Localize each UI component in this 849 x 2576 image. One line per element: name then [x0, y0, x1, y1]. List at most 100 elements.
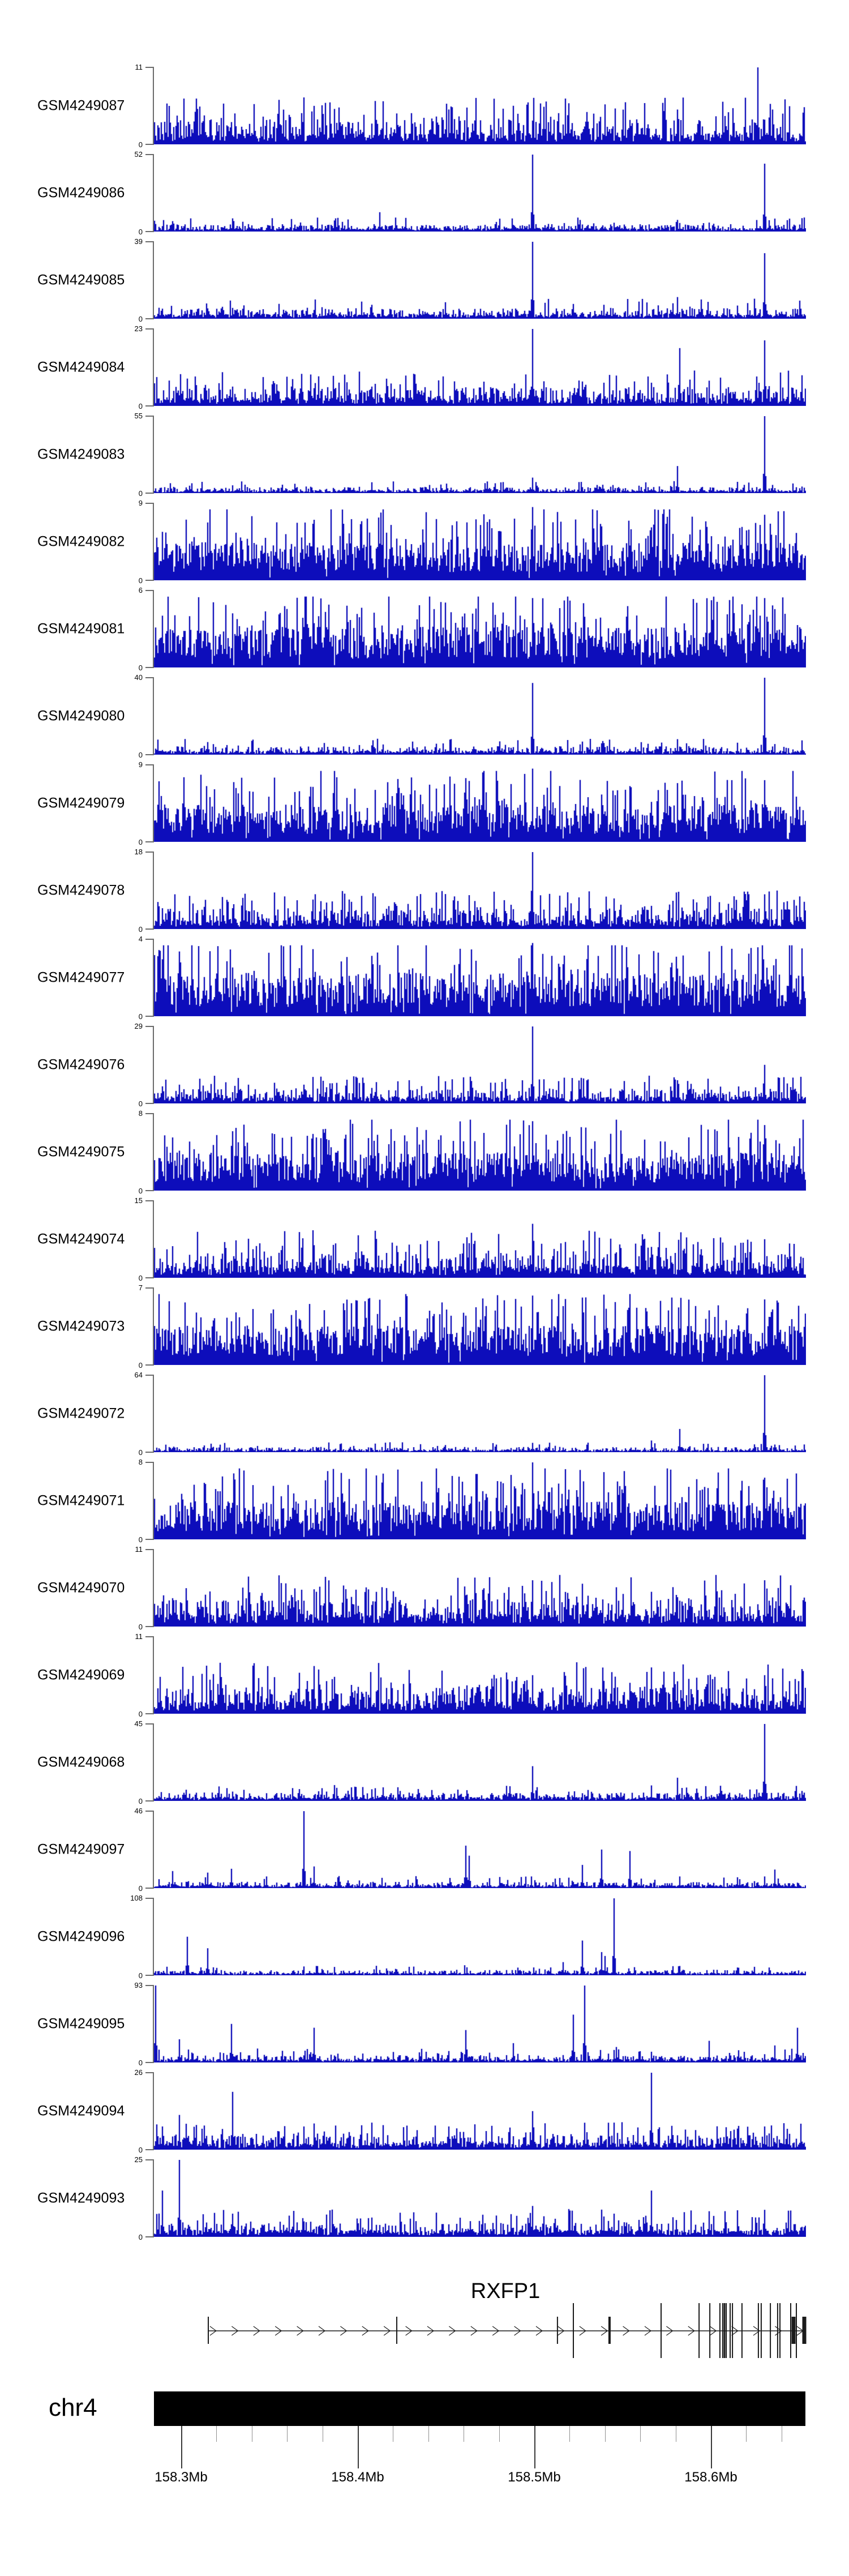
- exon-mark: [719, 2303, 721, 2358]
- y-axis-top-tick: [145, 1985, 154, 1986]
- y-axis-max-value: 25: [134, 2155, 143, 2164]
- coverage-histogram: [154, 1574, 806, 1627]
- y-axis-zero-value: 0: [138, 1012, 143, 1021]
- coverage-histogram: [154, 768, 806, 842]
- y-axis-line: [153, 2160, 154, 2237]
- y-axis-zero-value: 0: [138, 2059, 143, 2067]
- y-axis-zero-value: 0: [138, 315, 143, 323]
- sample-label: GSM4249076: [37, 1056, 125, 1073]
- y-axis-bottom-tick: [145, 1016, 154, 1017]
- coverage-histogram: [154, 2160, 806, 2237]
- exon-mark: [698, 2303, 700, 2358]
- coverage-track: GSM4249080 40 0: [0, 673, 849, 759]
- y-axis-max-value: 18: [134, 848, 143, 856]
- sample-label: GSM4249086: [37, 185, 125, 201]
- y-axis-bottom-tick: [145, 2149, 154, 2150]
- coverage-histogram: [154, 1223, 806, 1278]
- y-axis-max-value: 7: [138, 1283, 143, 1292]
- exon-mark: [802, 2317, 807, 2344]
- coverage-track: GSM4249081 6 0: [0, 586, 849, 672]
- gene-name-label: RXFP1: [470, 2279, 541, 2303]
- coverage-histogram: [154, 1986, 806, 2062]
- y-axis-max-value: 11: [135, 1632, 143, 1641]
- coverage-histogram: [154, 852, 806, 929]
- coverage-histogram: [154, 155, 806, 232]
- coverage-histogram: [154, 1724, 806, 1801]
- y-axis-line: [153, 2073, 154, 2150]
- y-axis-zero-value: 0: [138, 2233, 143, 2241]
- y-axis-line: [153, 1724, 154, 1801]
- y-axis-line: [153, 939, 154, 1016]
- y-axis-line: [153, 590, 154, 667]
- y-axis-zero-value: 0: [138, 489, 143, 498]
- coverage-histogram: [154, 1898, 806, 1975]
- y-axis-top-tick: [145, 764, 154, 765]
- coverage-histogram: [154, 416, 806, 493]
- y-axis-zero-value: 0: [138, 1448, 143, 1457]
- y-axis-bottom-tick: [145, 1539, 154, 1540]
- y-axis-top-tick: [145, 677, 154, 678]
- coverage-track: GSM4249076 29 0: [0, 1022, 849, 1108]
- exon-mark: [573, 2303, 574, 2358]
- sample-label: GSM4249094: [37, 2103, 125, 2119]
- sample-label: GSM4249075: [37, 1144, 125, 1160]
- y-axis-bottom-tick: [145, 1364, 154, 1366]
- y-axis-top-tick: [145, 503, 154, 504]
- exon-mark: [208, 2317, 209, 2344]
- y-axis-zero-value: 0: [138, 1099, 143, 1108]
- y-axis-top-tick: [145, 1549, 154, 1550]
- y-axis-bottom-tick: [145, 1190, 154, 1191]
- coverage-track: GSM4249072 64 0: [0, 1371, 849, 1457]
- y-axis-line: [153, 1637, 154, 1714]
- coverage-track: GSM4249095 93 0: [0, 1981, 849, 2067]
- y-axis-zero-value: 0: [138, 751, 143, 759]
- ruler-minor-tick: [640, 2426, 641, 2442]
- y-axis-line: [153, 678, 154, 755]
- exon-mark: [796, 2303, 797, 2358]
- y-axis-top-tick: [145, 1287, 154, 1289]
- coverage-histogram: [154, 242, 806, 319]
- y-axis-bottom-tick: [145, 1452, 154, 1453]
- y-axis-line: [153, 1375, 154, 1452]
- y-axis-top-tick: [145, 1811, 154, 1812]
- sample-label: GSM4249084: [37, 359, 125, 375]
- y-axis-line: [153, 1026, 154, 1103]
- coverage-track: GSM4249073 7 0: [0, 1283, 849, 1370]
- ruler-major-tick: [181, 2426, 182, 2468]
- y-axis-bottom-tick: [145, 405, 154, 406]
- sample-label: GSM4249070: [37, 1580, 125, 1596]
- y-axis-top-tick: [145, 416, 154, 417]
- y-axis-line: [153, 242, 154, 319]
- exon-mark: [790, 2303, 791, 2358]
- coverage-histogram: [154, 2073, 806, 2150]
- coverage-track: GSM4249068 45 0: [0, 1719, 849, 1805]
- coverage-track: GSM4249075 8 0: [0, 1109, 849, 1195]
- y-axis-bottom-tick: [145, 1277, 154, 1278]
- y-axis-bottom-tick: [145, 1800, 154, 1802]
- sample-label: GSM4249072: [37, 1405, 125, 1422]
- y-axis-bottom-tick: [145, 1626, 154, 1627]
- exon-mark: [722, 2303, 723, 2358]
- y-axis-bottom-tick: [145, 318, 154, 319]
- y-axis-max-value: 29: [134, 1022, 143, 1030]
- y-axis-max-value: 23: [134, 324, 143, 333]
- exon-mark: [726, 2303, 727, 2358]
- exon-mark: [709, 2303, 711, 2358]
- sample-label: GSM4249082: [37, 533, 125, 550]
- coverage-track: GSM4249071 8 0: [0, 1458, 849, 1544]
- y-axis-line: [153, 503, 154, 580]
- y-axis-max-value: 40: [134, 673, 143, 682]
- y-axis-max-value: 6: [138, 586, 143, 594]
- ruler-minor-tick: [216, 2426, 217, 2442]
- coverage-histogram: [154, 1811, 806, 1888]
- sample-label: GSM4249096: [37, 1928, 125, 1945]
- sample-label: GSM4249083: [37, 446, 125, 463]
- ruler-major-tick: [358, 2426, 359, 2468]
- gene-model-track: [208, 2303, 807, 2358]
- y-axis-bottom-tick: [145, 928, 154, 930]
- ruler-minor-tick: [287, 2426, 288, 2442]
- coverage-track: GSM4249087 11 0: [0, 63, 849, 149]
- exon-mark: [556, 2317, 558, 2344]
- sample-label: GSM4249079: [37, 795, 125, 811]
- y-axis-zero-value: 0: [138, 1971, 143, 1980]
